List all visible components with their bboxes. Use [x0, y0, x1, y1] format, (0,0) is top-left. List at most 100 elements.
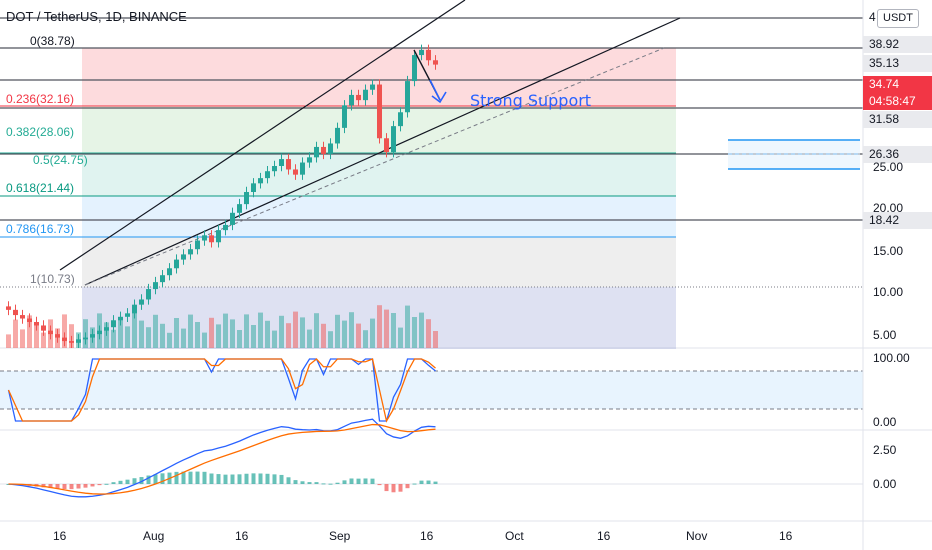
candle-body [104, 327, 109, 331]
volume-bar [349, 312, 354, 348]
macd-histogram-bar [69, 484, 74, 490]
candle-body [188, 249, 193, 255]
candle-body [90, 334, 95, 338]
volume-bar [272, 330, 277, 348]
volume-bar [363, 330, 368, 348]
macd-histogram-bar [370, 478, 375, 484]
macd-histogram-bar [188, 471, 193, 484]
candle-body [160, 275, 165, 283]
volume-bar [20, 329, 25, 348]
candle-body [433, 60, 438, 65]
candle-body [83, 337, 88, 340]
strong-support-annotation[interactable]: Strong Support [470, 91, 592, 110]
volume-bar [174, 318, 179, 348]
price-axis-label: 25.00 [873, 160, 904, 174]
arrow-annotation[interactable] [413, 49, 447, 104]
price-tag-4: 26.36 [863, 146, 932, 163]
macd-histogram-bar [125, 479, 130, 484]
candle-body [370, 84, 375, 90]
macd-histogram-bar [223, 474, 228, 484]
macd-histogram-bar [146, 475, 151, 484]
currency-unit-button[interactable]: USDT [877, 9, 919, 28]
candle-body [272, 166, 277, 172]
price-axis-label: 10.00 [873, 285, 904, 299]
candle-body [216, 230, 221, 243]
volume-bar [251, 325, 256, 348]
macd-histogram-bar [132, 478, 137, 484]
macd-histogram-bar [321, 483, 326, 485]
price-tag-3: 31.58 [863, 111, 932, 128]
candlesticks[interactable] [6, 44, 438, 348]
macd-histogram-bar [272, 474, 277, 484]
macd-histogram-bar [174, 471, 179, 484]
volume-bar [62, 314, 67, 348]
candle-body [34, 322, 39, 326]
candle-body [398, 112, 403, 127]
volume-bar [370, 318, 375, 348]
candle-body [13, 309, 18, 316]
time-axis-label: Sep [329, 529, 351, 543]
candle-body [419, 49, 424, 56]
bar-countdown-tag: 04:58:47 [863, 93, 932, 110]
macd-histogram-bar [328, 483, 333, 485]
trend-channel[interactable] [59, 0, 681, 286]
macd-histogram-bar [307, 482, 312, 484]
fib-label-05: 0.5(24.75) [33, 153, 88, 167]
candle-body [167, 268, 172, 276]
volume-bar [209, 317, 214, 348]
horizontal-lines[interactable] [0, 17, 863, 221]
macd-histogram-bar [104, 483, 109, 485]
stoch-axis-label: 0.00 [873, 415, 897, 429]
volume-bars[interactable] [6, 305, 438, 348]
macd-histogram-bar [62, 484, 67, 490]
price-axis-label: 5.00 [873, 328, 897, 342]
volume-bar [146, 327, 151, 348]
volume-bar [391, 313, 396, 348]
volume-bar [307, 329, 312, 348]
macd-histogram-bar [293, 480, 298, 484]
macd-histogram-bar [251, 473, 256, 484]
range-box[interactable] [728, 139, 860, 170]
price-axis-label: 20.00 [873, 201, 904, 215]
price-axis-label: 15.00 [873, 244, 904, 258]
candle-body [62, 337, 67, 342]
time-axis-label: 16 [235, 529, 249, 543]
candle-body [412, 55, 417, 82]
time-axis-label: 16 [420, 529, 434, 543]
candle-body [342, 105, 347, 128]
macd-histogram-bar [195, 471, 200, 484]
candle-body [265, 171, 270, 179]
macd-histogram-bar [118, 480, 123, 484]
macd-histogram-bar [356, 478, 361, 484]
volume-bar [258, 312, 263, 348]
volume-bar [300, 317, 305, 348]
macd-histogram-bar [230, 474, 235, 484]
candle-body [328, 143, 333, 154]
volume-bar [265, 320, 270, 348]
volume-bar [314, 313, 319, 348]
macd-histogram-bar [363, 478, 368, 484]
stoch-rsi-panel[interactable] [0, 358, 863, 423]
macd-histogram-bar [279, 474, 284, 484]
candle-body [27, 318, 32, 322]
volume-bar [335, 314, 340, 348]
volume-bar [118, 317, 123, 348]
macd-histogram-bar [244, 473, 249, 484]
macd-histogram-bar [160, 473, 165, 484]
time-axis-label: Aug [143, 529, 165, 543]
volume-bar [160, 323, 165, 348]
candle-body [20, 315, 25, 319]
macd-panel[interactable] [0, 418, 863, 498]
candle-body [258, 178, 263, 184]
macd-histogram-bar [97, 484, 102, 486]
volume-bar [426, 319, 431, 348]
price-tag-2: 35.13 [863, 55, 932, 72]
candle-body [181, 254, 186, 260]
macd-histogram-bar [384, 484, 389, 492]
symbol-title[interactable]: DOT / TetherUS, 1D, BINANCE [6, 9, 187, 24]
macd-histogram-bar [202, 471, 207, 484]
fibonacci-retracement[interactable] [0, 47, 863, 349]
macd-histogram-bar [405, 484, 410, 489]
